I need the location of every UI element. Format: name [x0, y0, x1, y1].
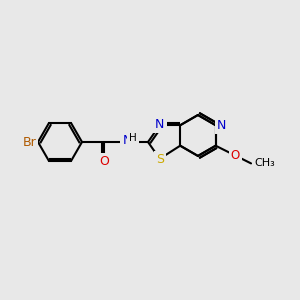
Text: N: N [122, 134, 132, 147]
Text: Br: Br [22, 136, 36, 148]
Text: N: N [155, 118, 164, 131]
Text: O: O [99, 155, 109, 168]
Text: CH₃: CH₃ [254, 158, 275, 168]
Text: N: N [217, 119, 226, 132]
Text: H: H [129, 133, 137, 143]
Text: S: S [156, 153, 164, 166]
Text: O: O [231, 149, 240, 162]
